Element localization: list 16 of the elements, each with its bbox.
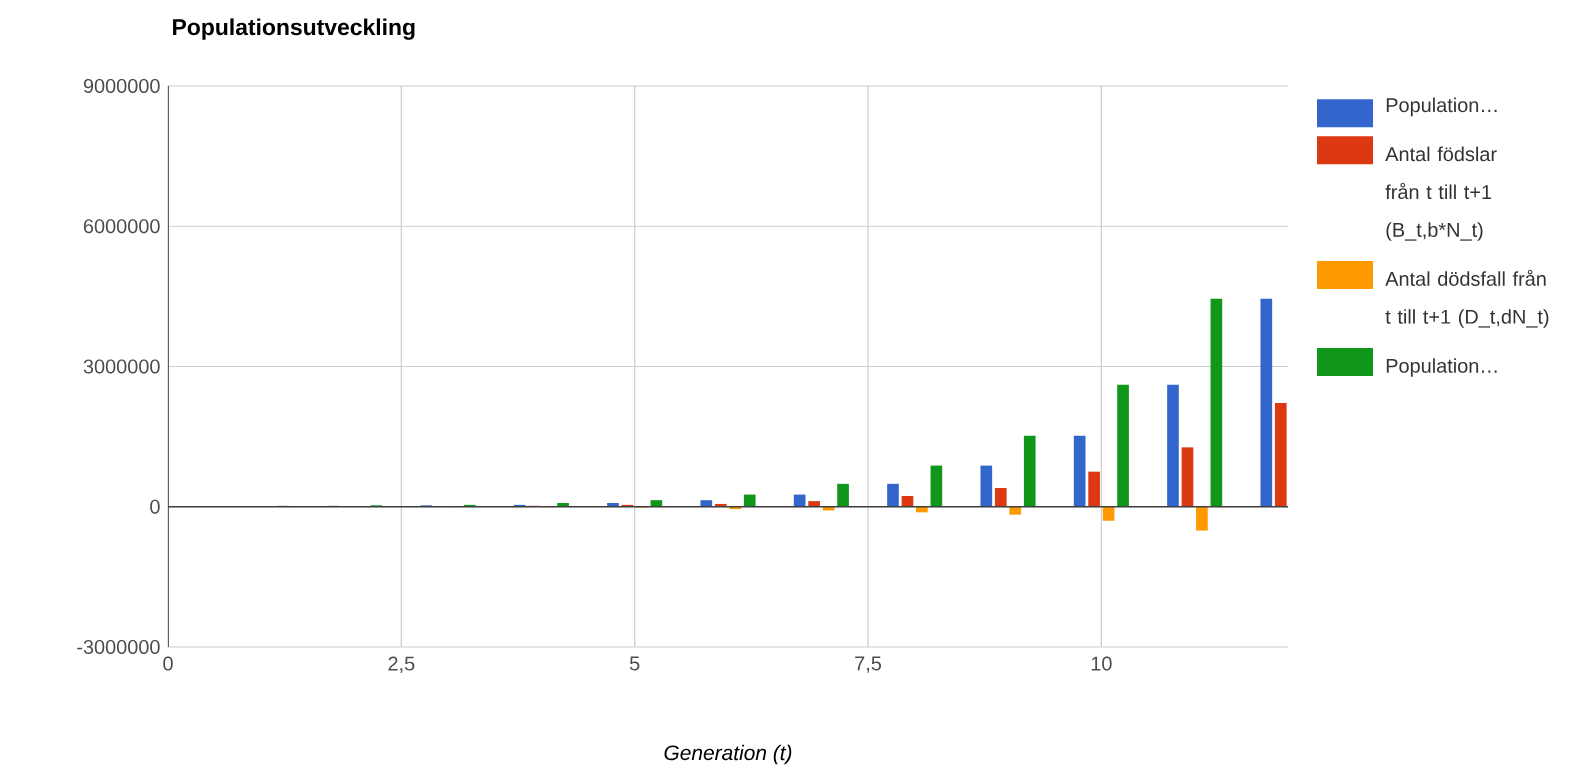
y-tick-label: 3000000 [83, 359, 160, 374]
x-tick-label: 5 [629, 656, 640, 671]
y-tick-label: 9000000 [83, 78, 160, 94]
y-tick-label: 0 [150, 499, 160, 514]
legend-label: Antal dödsfall från t till t+1 (D_t,dN_t) [1385, 269, 1549, 328]
x-tick-label: 0 [163, 656, 173, 671]
legend-label: Population… [1386, 358, 1497, 377]
legend-label: Antal födslar från t till t+1 (B_t,b*N_t) [1385, 146, 1497, 241]
x-tick-label: 7,5 [855, 656, 882, 673]
chart-title: Populationsutveckling [173, 18, 415, 40]
legend-label: Population… [1386, 97, 1497, 117]
x-axis-title: Generation (t) [664, 744, 792, 765]
x-tick-label: 10 [1091, 656, 1112, 671]
x-tick-label: 2,5 [388, 656, 415, 673]
y-tick-label: 6000000 [83, 219, 160, 234]
y-tick-label: -3000000 [77, 639, 160, 655]
